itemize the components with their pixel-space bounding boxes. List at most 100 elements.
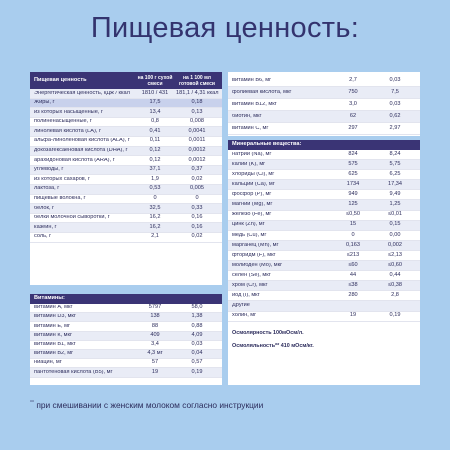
row-value-per-100ml: 0,0012 xyxy=(188,156,206,163)
row-value-per-100g: 0,12 xyxy=(149,156,161,163)
row-value-per-100ml: 0,18 xyxy=(191,99,203,106)
table-row: альфа-линоленовая кислота (ALA), г 0,11 0,… xyxy=(30,137,222,147)
row-value-per-100ml: 0,0041 xyxy=(188,127,206,134)
row-value-per-100ml: 0,03 xyxy=(389,76,401,83)
row-value-per-100g: 575 xyxy=(348,160,358,167)
row-label: витамин В6, мг xyxy=(232,77,272,83)
row-label: соль, г xyxy=(34,234,52,240)
row-label: альфа-линоленовая кислота (ALA), г xyxy=(34,138,130,144)
table-row: селен (Se), мкг 44 0,44 xyxy=(228,271,420,282)
row-value-per-100ml: ≤0,60 xyxy=(388,261,402,268)
row-value-per-100g: 5797 xyxy=(148,304,162,311)
row-value-per-100g: 88 xyxy=(151,322,159,329)
row-label: хлориды (Cl), мг xyxy=(232,171,275,177)
table-row: фолиевая кислота, мкг 750 7,5 xyxy=(228,87,420,99)
row-label: Жиры, г xyxy=(34,100,55,106)
table-row: витамин К, мкг 409 4,09 xyxy=(30,331,222,341)
row-value-per-100g: 16,2 xyxy=(149,223,161,230)
table-row: лактоза, г 0,53 0,005 xyxy=(30,184,222,195)
row-value-per-100ml: 0,57 xyxy=(191,359,203,366)
row-label: биотин, мкг xyxy=(232,113,262,119)
table-row: Другие xyxy=(228,301,420,312)
row-value-per-100g: 62 xyxy=(349,112,357,119)
row-label: хром (Cr), мкг xyxy=(232,282,268,288)
table-row: марганец (Mn), мг 0,163 0,002 xyxy=(228,240,420,251)
row-label: витамин К, мкг xyxy=(34,332,73,338)
row-value-per-100ml: 2,8 xyxy=(391,292,399,299)
row-value-per-100g: 0,11 xyxy=(149,137,161,144)
row-value-per-100g: 4,3 мг xyxy=(147,350,163,357)
row-value-per-100ml: 0,002 xyxy=(388,241,402,248)
row-value-per-100ml: 0,03 xyxy=(389,100,401,107)
row-value-per-100ml: 1,38 xyxy=(191,313,203,320)
vitamins-header-label: Витамины: xyxy=(34,295,65,302)
row-label: из которых насыщенные, г xyxy=(34,109,103,115)
row-value-per-100g: 0,8 xyxy=(151,118,159,125)
table-row: Жиры, г 17,5 0,18 xyxy=(30,98,222,109)
row-label: холин, мг xyxy=(232,313,257,319)
row-label: йод (I), мкг xyxy=(232,293,260,299)
row-value-per-100ml: ≤0,38 xyxy=(388,281,402,288)
row-value-per-100g: 37,1 xyxy=(149,166,161,173)
row-value-per-100ml: 0,15 xyxy=(389,221,401,228)
row-value-per-100g: 1,9 xyxy=(151,175,159,182)
row-label: витамин Е, мг xyxy=(34,323,71,329)
row-value-per-100ml: 58,0 xyxy=(191,304,203,311)
row-value-per-100g: 57 xyxy=(151,359,159,366)
row-value-per-100g: 0,41 xyxy=(149,127,161,134)
row-value-per-100ml: 0,16 xyxy=(191,223,203,230)
row-label: витамин С, мг xyxy=(232,125,269,131)
row-value-per-100ml: 0,03 xyxy=(191,341,203,348)
table-row: витамин А, мкг 5797 58,0 xyxy=(30,304,222,314)
row-value-per-100ml: 8,24 xyxy=(389,150,401,157)
row-value-per-100ml: 0,88 xyxy=(191,322,203,329)
row-label: лактоза, г xyxy=(34,186,60,192)
row-value-per-100ml: 0,02 xyxy=(191,233,203,240)
table-row: витамин D3, мкг 138 1,38 xyxy=(30,313,222,323)
row-value-per-100ml: 17,34 xyxy=(388,181,402,188)
row-value-per-100g: 0 xyxy=(153,195,157,202)
table-row: магний (Mg), мг 125 1,25 xyxy=(228,200,420,211)
row-value-per-100g: ≤0,50 xyxy=(346,211,360,218)
row-value-per-100ml: ≤0,01 xyxy=(388,211,402,218)
table-row: натрий (Na), мг 824 8,24 xyxy=(228,150,420,161)
row-value-per-100g: 625 xyxy=(348,170,358,177)
table-row: полиненасыщенные, г 0,8 0,008 xyxy=(30,118,222,128)
row-value-per-100ml: 0,19 xyxy=(389,312,401,319)
vitamins-table: Витамины: витамин А, мкг 5797 58,0 витамин … xyxy=(30,294,222,385)
table-row: белок, г 32,5 0,33 xyxy=(30,204,222,214)
row-value-per-100ml: 0,44 xyxy=(389,271,401,278)
row-value-per-100ml: 0,0011 xyxy=(188,137,206,144)
header-label: Пищевая ценность xyxy=(34,76,87,83)
row-label: витамин В1, мкг xyxy=(34,342,76,348)
table-row: ниацин, мг 57 0,57 xyxy=(30,359,222,369)
minerals-header-label: Минеральные вещества: xyxy=(232,141,302,148)
row-label: казеин, г xyxy=(34,224,57,230)
row-label: марганец (Mn), мг xyxy=(232,242,279,248)
row-label: пантотеновая кислота (В5), мг xyxy=(34,369,113,375)
table-row: белки молочной сыворотки, г 16,2 0,16 xyxy=(30,214,222,224)
row-value-per-100g: 125 xyxy=(348,201,358,208)
row-value-per-100g: 2,7 xyxy=(349,76,357,83)
row-label: ниацин, мг xyxy=(34,360,62,366)
row-value-per-100g: 3,4 xyxy=(151,341,159,348)
minerals-table: Минеральные вещества: натрий (Na), мг 824… xyxy=(228,140,420,385)
row-label: пищевые волокна, г xyxy=(34,196,86,202)
row-value-per-100ml: 0,02 xyxy=(191,175,203,182)
row-value-per-100g: 32,5 xyxy=(149,204,161,211)
table-row: витамин В2, мг 4,3 мг 0,04 xyxy=(30,349,222,360)
osmolarity-note: Осмолярность 100мОсм/л. xyxy=(232,330,304,337)
row-label: Другие xyxy=(232,303,250,309)
row-value-per-100ml: 0,005 xyxy=(190,185,204,192)
row-label: докозагексаеновая кислота (DHA), г xyxy=(34,148,128,154)
row-label: натрий (Na), мг xyxy=(232,151,272,157)
table-row: кальций (Ca), мг 1734 17,34 xyxy=(228,180,420,191)
table-row: фторидм (F), мкг ≤213 ≤2,13 xyxy=(228,251,420,262)
footnote-mark: °° xyxy=(30,400,34,407)
minerals-table-header: Минеральные вещества: xyxy=(228,140,420,150)
header-per-100g: на 100 г сухой смеси xyxy=(137,74,173,87)
row-value-per-100ml: 1,25 xyxy=(389,201,401,208)
row-label: фторидм (F), мкг xyxy=(232,252,276,258)
row-value-per-100g: 0,12 xyxy=(149,147,161,154)
vitamins-table-header: Витамины: xyxy=(30,294,222,304)
